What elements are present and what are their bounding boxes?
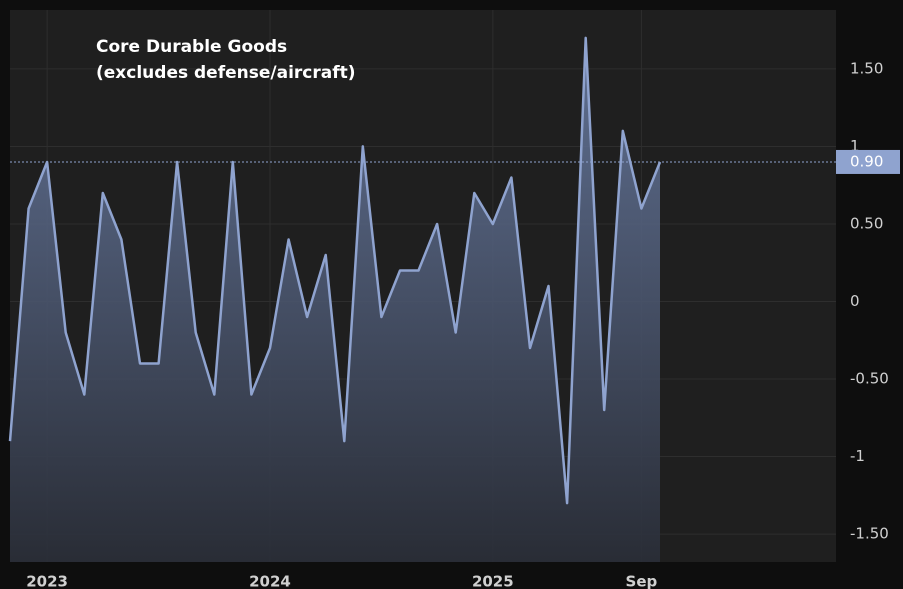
chart-title: Core Durable Goods	[96, 37, 287, 57]
x-tick-label: 2024	[249, 573, 291, 589]
last-value-label: 0.90	[850, 152, 883, 170]
y-tick-label: -1	[850, 447, 865, 465]
y-tick-label: 1	[850, 137, 860, 155]
y-tick-label: -0.50	[850, 370, 889, 388]
y-tick-label: 0.50	[850, 214, 883, 232]
x-tick-label: 2023	[26, 573, 68, 589]
line	[8, 36, 662, 505]
labels: -1.50 -1 -0.50 0 0.50 1 1.50 2023 2024 2025 Sep 0.9…	[26, 59, 900, 589]
marks	[8, 36, 836, 562]
area	[10, 37, 660, 562]
chart-subtitle: (excludes defense/aircraft)	[96, 63, 356, 83]
y-tick-label: 1.50	[850, 59, 883, 77]
y-tick-label: -1.50	[850, 525, 889, 543]
x-tick-label: Sep	[626, 573, 658, 589]
y-tick-label: 0	[850, 292, 860, 310]
x-tick-label: 2025	[472, 573, 514, 589]
last-value-badge	[836, 149, 900, 174]
